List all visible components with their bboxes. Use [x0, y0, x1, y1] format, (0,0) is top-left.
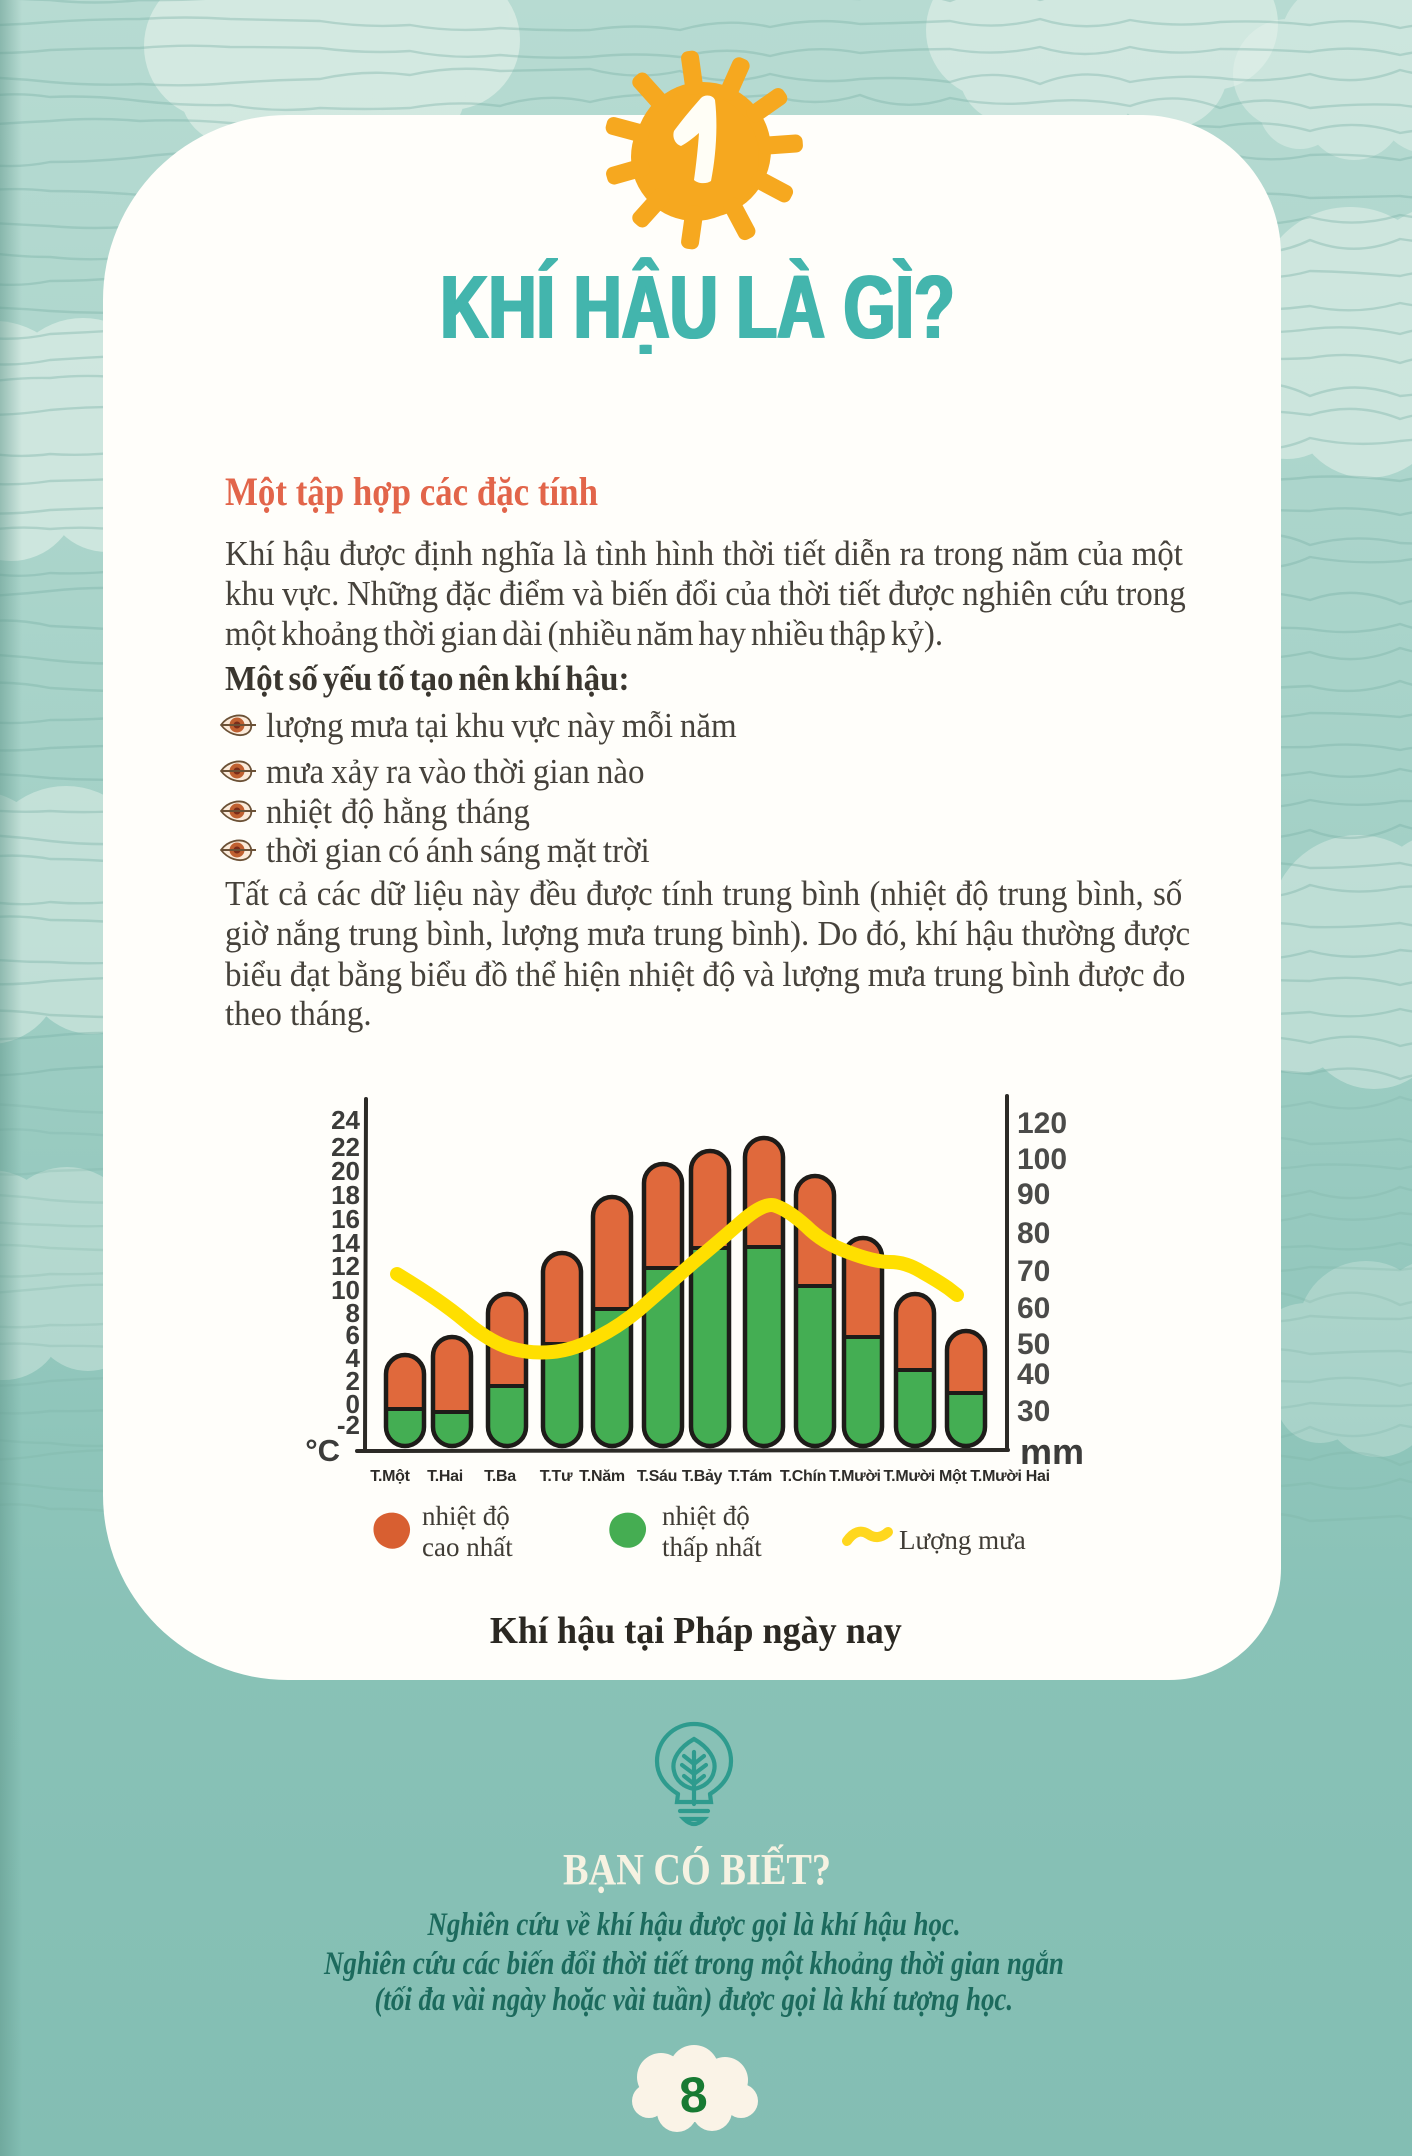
svg-text:T.Mười Hai: T.Mười Hai: [970, 1468, 1050, 1485]
svg-text:T.Năm: T.Năm: [579, 1468, 625, 1485]
svg-text:6: 6: [346, 1320, 360, 1350]
svg-text:T.Hai: T.Hai: [427, 1468, 463, 1485]
svg-text:T.Mười: T.Mười: [829, 1468, 880, 1485]
svg-text:90: 90: [1017, 1178, 1050, 1211]
svg-text:100: 100: [1017, 1143, 1067, 1176]
svg-text:°C: °C: [305, 1433, 340, 1468]
svg-text:T.Chín: T.Chín: [780, 1468, 826, 1485]
svg-text:T.Mười Một: T.Mười Một: [883, 1468, 967, 1485]
svg-text:50: 50: [1017, 1328, 1050, 1361]
svg-text:20: 20: [331, 1156, 360, 1186]
svg-text:T.Tám: T.Tám: [728, 1468, 772, 1485]
svg-text:12: 12: [331, 1251, 360, 1281]
svg-text:-2: -2: [337, 1410, 360, 1440]
svg-text:60: 60: [1017, 1292, 1050, 1325]
svg-text:4: 4: [346, 1343, 361, 1373]
svg-text:10: 10: [331, 1275, 360, 1305]
svg-text:24: 24: [331, 1105, 360, 1135]
svg-text:8: 8: [678, 2066, 710, 2124]
svg-text:18: 18: [331, 1180, 360, 1210]
svg-text:T.Ba: T.Ba: [484, 1468, 516, 1485]
svg-text:40: 40: [1017, 1358, 1050, 1391]
svg-text:16: 16: [331, 1204, 360, 1234]
svg-text:70: 70: [1017, 1255, 1050, 1288]
svg-text:T.Một: T.Một: [370, 1468, 410, 1485]
svg-text:mm: mm: [1020, 1431, 1084, 1472]
svg-text:22: 22: [331, 1132, 360, 1162]
svg-text:T.Bảy: T.Bảy: [682, 1468, 723, 1485]
svg-text:120: 120: [1017, 1107, 1067, 1140]
svg-text:14: 14: [331, 1228, 360, 1258]
svg-text:T.Sáu: T.Sáu: [637, 1468, 677, 1485]
svg-text:8: 8: [346, 1298, 360, 1328]
svg-text:2: 2: [346, 1366, 360, 1396]
svg-text:0: 0: [346, 1389, 360, 1419]
svg-text:80: 80: [1017, 1217, 1050, 1250]
svg-text:30: 30: [1017, 1395, 1050, 1428]
svg-text:T.Tư: T.Tư: [540, 1468, 573, 1485]
